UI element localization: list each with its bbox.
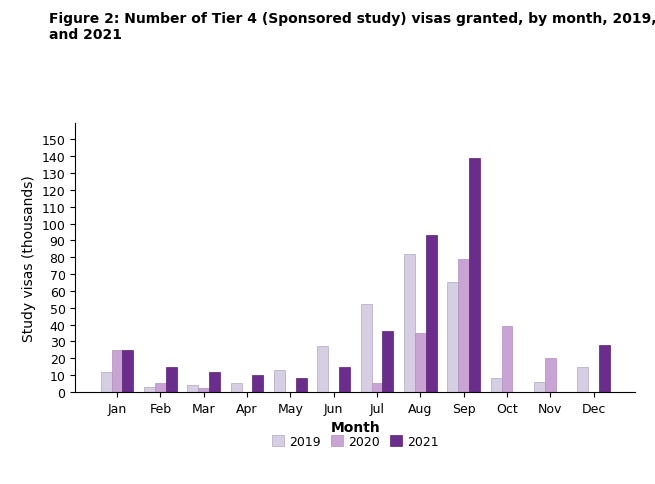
Bar bbox=[209, 372, 220, 392]
Bar bbox=[415, 333, 426, 392]
Bar bbox=[534, 382, 545, 392]
Legend: 2019, 2020, 2021: 2019, 2020, 2021 bbox=[267, 430, 444, 453]
Bar bbox=[101, 372, 111, 392]
Bar bbox=[426, 236, 437, 392]
Bar bbox=[545, 359, 555, 392]
Bar bbox=[491, 378, 502, 392]
Bar bbox=[599, 345, 610, 392]
Bar bbox=[166, 367, 177, 392]
Bar bbox=[361, 305, 371, 392]
Bar bbox=[187, 385, 198, 392]
Bar bbox=[155, 384, 166, 392]
Bar bbox=[198, 389, 209, 392]
Y-axis label: Study visas (thousands): Study visas (thousands) bbox=[22, 175, 36, 341]
Bar bbox=[111, 350, 122, 392]
Bar bbox=[447, 283, 458, 392]
Bar bbox=[469, 159, 480, 392]
Text: Figure 2: Number of Tier 4 (Sponsored study) visas granted, by month, 2019, 2020: Figure 2: Number of Tier 4 (Sponsored st… bbox=[49, 12, 655, 42]
Bar bbox=[383, 332, 393, 392]
Bar bbox=[318, 347, 328, 392]
Bar bbox=[502, 327, 512, 392]
Bar bbox=[404, 255, 415, 392]
Bar bbox=[339, 367, 350, 392]
Bar bbox=[144, 387, 155, 392]
Bar bbox=[296, 378, 307, 392]
Bar bbox=[122, 350, 133, 392]
Bar bbox=[458, 259, 469, 392]
Bar bbox=[231, 384, 242, 392]
Bar bbox=[274, 370, 285, 392]
Bar bbox=[371, 384, 383, 392]
X-axis label: Month: Month bbox=[331, 420, 380, 434]
Bar bbox=[252, 375, 263, 392]
Bar bbox=[578, 367, 588, 392]
